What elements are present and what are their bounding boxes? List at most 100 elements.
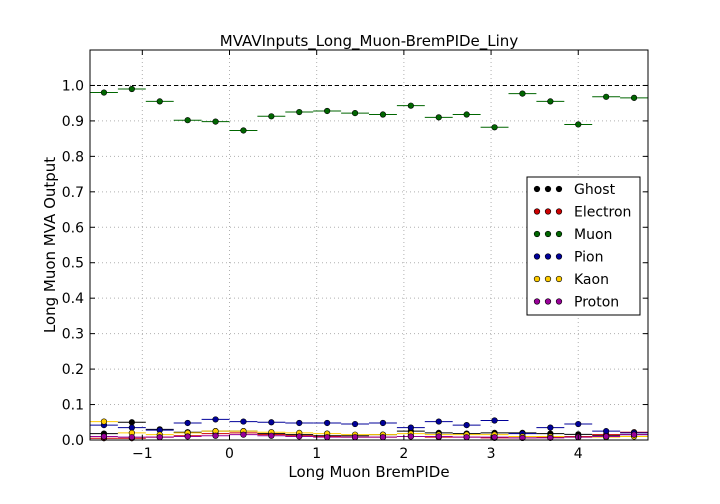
legend-frame (526, 176, 641, 316)
y-axis-label: Long Muon MVA Output (41, 157, 59, 333)
y-tick-label: 0.3 (62, 327, 84, 343)
data-point (519, 90, 526, 97)
data-point (156, 434, 163, 441)
data-point (324, 434, 331, 441)
data-point (268, 432, 275, 439)
data-point (435, 433, 442, 440)
legend-label: Ghost (574, 182, 616, 198)
data-point (268, 419, 275, 426)
data-point (351, 110, 359, 117)
legend-marker (533, 253, 541, 260)
series-proton (90, 431, 648, 441)
data-point (547, 98, 554, 105)
data-point (296, 433, 303, 440)
y-tick-label: 0.2 (62, 362, 84, 378)
data-point (491, 124, 498, 131)
data-point (603, 93, 610, 100)
series-pion (90, 416, 648, 437)
legend-label: Proton (574, 295, 619, 311)
data-point (463, 434, 470, 441)
data-point (435, 418, 442, 425)
data-point (184, 433, 191, 440)
data-point (100, 418, 108, 425)
chart-title: MVAVInputs_Long_Muon-BremPIDe_Liny (220, 32, 519, 51)
data-point (603, 428, 610, 435)
data-point (547, 424, 554, 431)
data-point (212, 118, 219, 125)
data-point (240, 418, 247, 425)
y-tick-label: 0.1 (62, 398, 84, 414)
y-tick-label: 0.5 (62, 256, 84, 272)
data-point (100, 89, 108, 96)
data-point (324, 419, 331, 427)
data-point (603, 433, 610, 440)
data-point (296, 419, 303, 427)
data-point (128, 85, 135, 93)
data-point (184, 117, 191, 124)
data-point (240, 127, 247, 134)
y-tick-label: 0.0 (62, 433, 84, 449)
legend-marker (544, 298, 552, 305)
y-tick-label: 0.9 (62, 114, 84, 130)
data-point (407, 424, 414, 431)
data-point (379, 434, 387, 441)
y-tick-label: 0.8 (62, 149, 84, 165)
ticks (90, 50, 648, 441)
legend-label: Muon (574, 227, 612, 243)
legend-marker (533, 230, 541, 238)
legend: Ghost Electron Muon Pion Kaon Proton (526, 176, 641, 316)
data-point (268, 113, 275, 120)
data-point (630, 431, 638, 438)
x-tick-label: 4 (574, 446, 583, 462)
data-point (379, 419, 387, 427)
data-point (630, 94, 638, 101)
data-point (463, 422, 470, 429)
legend-marker (533, 298, 541, 305)
x-tick-label: 1 (312, 446, 321, 462)
legend-marker (533, 208, 541, 215)
legend-marker (555, 208, 563, 215)
series-layer (90, 85, 648, 442)
series-muon (90, 85, 648, 134)
y-tick-label: 1.0 (62, 78, 84, 94)
data-point (296, 108, 303, 116)
data-point (128, 419, 135, 426)
data-point (212, 416, 219, 423)
data-point (435, 114, 442, 121)
legend-marker (544, 185, 552, 193)
data-point (575, 420, 582, 428)
data-point (547, 434, 554, 441)
legend-marker (533, 275, 541, 283)
y-tick-label: 0.6 (62, 220, 84, 236)
x-tick-label: 2 (399, 446, 408, 462)
legend-marker (555, 298, 563, 305)
legend-marker (555, 275, 563, 283)
legend-marker (544, 275, 552, 283)
data-point (491, 434, 498, 441)
data-point (491, 417, 498, 424)
data-point (324, 107, 331, 115)
data-point (212, 432, 219, 439)
data-point (351, 420, 359, 428)
legend-marker (544, 208, 552, 215)
data-point (156, 98, 163, 105)
y-tick-label: 0.7 (62, 185, 84, 201)
data-point (100, 433, 108, 440)
data-point (379, 111, 387, 118)
legend-marker (533, 185, 541, 193)
y-tick-labels: 0.0 0.1 0.2 0.3 0.4 0.5 0.6 0.7 0.8 0.9 1.0 (62, 78, 84, 449)
series-electron (90, 429, 648, 442)
x-tick-label: 3 (487, 446, 496, 462)
legend-marker (555, 253, 563, 260)
data-point (184, 419, 191, 427)
plot-frame (89, 49, 649, 441)
legend-marker (544, 253, 552, 260)
x-tick-label: 0 (225, 446, 234, 462)
x-tick-label: −1 (132, 446, 153, 462)
data-point (519, 434, 526, 441)
data-point (240, 431, 247, 438)
data-point (463, 111, 470, 118)
x-axis-label: Long Muon BremPIDe (288, 463, 449, 481)
data-point (351, 434, 359, 441)
